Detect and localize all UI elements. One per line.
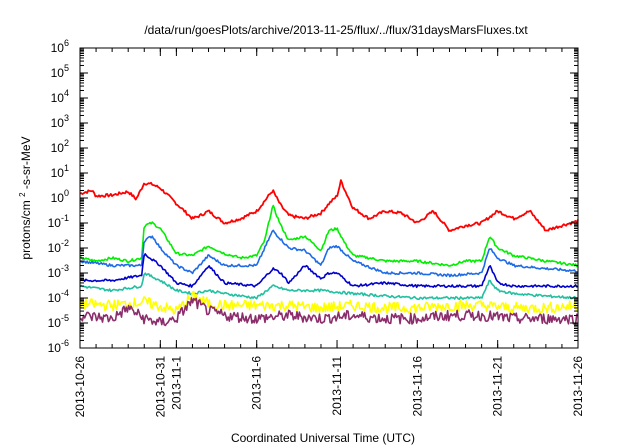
y-axis-label-part: -s-sr-MeV <box>19 136 33 189</box>
x-tick-label: 2013-11-6 <box>250 356 264 410</box>
y-tick-label-exponent: -1 <box>61 213 69 223</box>
series-layer <box>79 179 579 327</box>
y-tick-label-exponent: 2 <box>64 138 69 148</box>
y-tick-label: 104 <box>51 88 69 105</box>
y-tick-label: 106 <box>51 38 69 55</box>
series-line-0 <box>79 179 579 232</box>
y-tick-label-base: 10 <box>51 141 65 155</box>
x-tick-label: 2013-11-1 <box>169 356 183 410</box>
y-tick-label-exponent: 1 <box>64 163 69 173</box>
y-tick-label-base: 10 <box>48 291 62 305</box>
y-tick-label-exponent: -2 <box>61 238 69 248</box>
y-tick-label: 100 <box>51 188 69 205</box>
y-tick-label-base: 10 <box>48 341 62 355</box>
series-line-2 <box>79 229 579 278</box>
y-tick-label-base: 10 <box>48 266 62 280</box>
y-tick-label: 102 <box>51 138 69 155</box>
x-axis-label: Coordinated Universal Time (UTC) <box>231 431 415 445</box>
y-tick-label: 10-2 <box>48 238 69 255</box>
series-line-3 <box>79 253 579 289</box>
series-line-5 <box>79 290 579 315</box>
series-line-1 <box>79 204 579 268</box>
y-tick-label-exponent: -5 <box>61 313 69 323</box>
y-tick-label-exponent: 3 <box>64 113 69 123</box>
y-axis: 10-610-510-410-310-210-11001011021031041… <box>48 38 578 355</box>
x-tick-label: 2013-11-16 <box>410 356 424 417</box>
y-tick-label-base: 10 <box>51 191 65 205</box>
y-tick-label: 10-5 <box>48 313 69 330</box>
x-tick-label: 2013-11-21 <box>491 356 505 417</box>
y-tick-label: 10-6 <box>48 338 69 355</box>
y-tick-label-exponent: -4 <box>61 288 69 298</box>
y-tick-label-exponent: -6 <box>61 338 69 348</box>
series-line-6 <box>79 297 579 327</box>
y-tick-label-base: 10 <box>51 41 65 55</box>
y-tick-label: 101 <box>51 163 69 180</box>
y-tick-label: 10-3 <box>48 263 69 280</box>
y-tick-label-exponent: 5 <box>64 63 69 73</box>
y-tick-label-base: 10 <box>48 316 62 330</box>
y-tick-label: 10-4 <box>48 288 69 305</box>
y-tick-label: 105 <box>51 63 69 80</box>
y-tick-label: 10-1 <box>48 213 69 230</box>
y-axis-label: protons/cm 2 -s-sr-MeV <box>14 136 33 259</box>
y-tick-label-base: 10 <box>51 116 65 130</box>
chart-title: /data/run/goesPlots/archive/2013-11-25/f… <box>144 23 528 37</box>
x-axis: 2013-10-26 2013-10-31 2013-11-1 2013-11-6 20… <box>73 48 585 417</box>
x-tick-label: 2013-11-11 <box>330 356 344 416</box>
y-tick-label-base: 10 <box>51 66 65 80</box>
x-tick-label: 2013-10-31 <box>153 356 167 418</box>
y-tick-label-base: 10 <box>48 241 62 255</box>
y-tick-label-base: 10 <box>51 91 65 105</box>
series-line-4 <box>79 272 579 301</box>
y-tick-label-exponent: 6 <box>64 38 69 48</box>
x-tick-label: 2013-11-26 <box>571 356 585 417</box>
y-tick-label-exponent: -3 <box>61 263 69 273</box>
x-tick-label: 2013-10-26 <box>73 356 87 418</box>
y-tick-label: 103 <box>51 113 69 130</box>
y-tick-label-exponent: 4 <box>64 88 69 98</box>
y-axis-label-exponent: 2 <box>18 192 27 197</box>
y-tick-label-base: 10 <box>48 216 62 230</box>
y-tick-label-base: 10 <box>51 166 65 180</box>
y-axis-label-part: protons/cm <box>19 200 33 259</box>
y-tick-label-exponent: 0 <box>64 188 69 198</box>
